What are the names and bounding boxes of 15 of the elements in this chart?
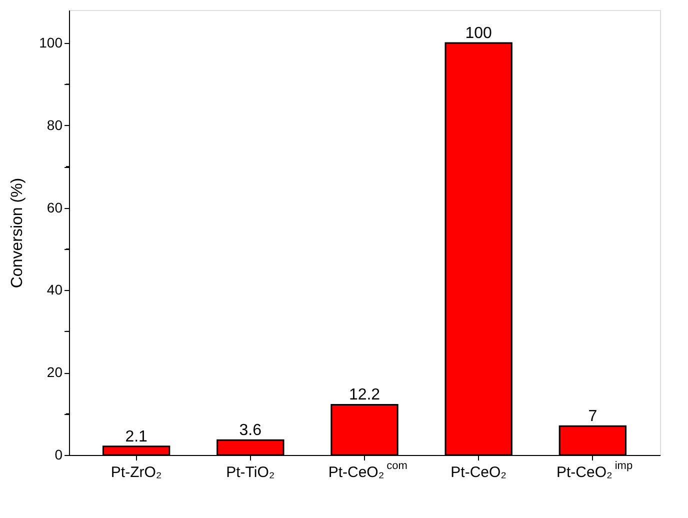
data-label: 2.1 bbox=[125, 428, 148, 446]
y-tick-label: 100 bbox=[39, 34, 63, 50]
x-tick-label: Pt-ZrO₂ bbox=[110, 464, 162, 481]
x-tick-label: Pt-CeO₂ bbox=[450, 464, 507, 481]
x-tick-label: Pt-TiO₂ bbox=[226, 464, 275, 481]
y-tick-label: 20 bbox=[46, 364, 63, 380]
data-label: 7 bbox=[588, 408, 598, 426]
y-tick-label: 60 bbox=[46, 199, 63, 216]
data-label: 3.6 bbox=[239, 422, 262, 440]
data-label: 12.2 bbox=[348, 386, 380, 404]
y-tick-label: 0 bbox=[54, 446, 63, 462]
data-label: 100 bbox=[465, 24, 492, 42]
y-axis-title: Conversion (%) bbox=[9, 178, 26, 288]
y-tick-label: 80 bbox=[46, 116, 63, 133]
y-tick-label: 40 bbox=[46, 282, 63, 298]
